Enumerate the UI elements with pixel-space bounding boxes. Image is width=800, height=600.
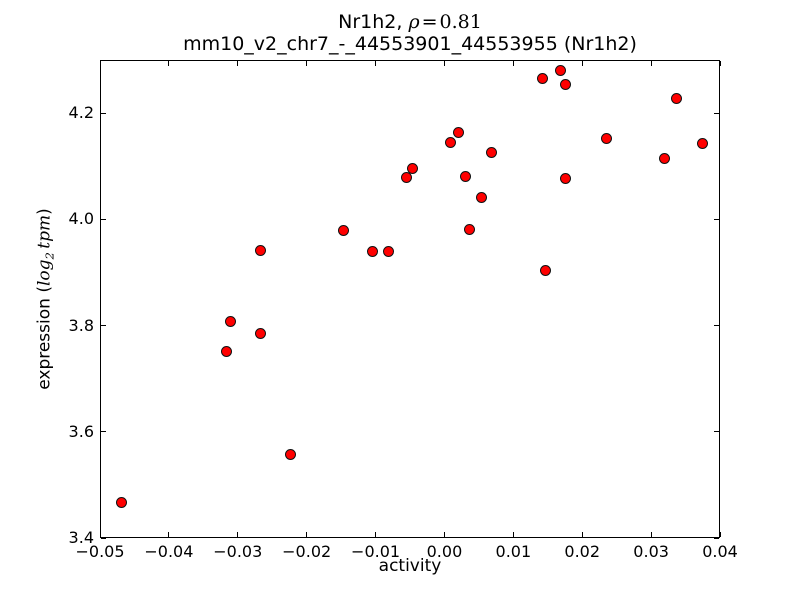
y-tick-mark-right xyxy=(714,218,719,220)
data-point xyxy=(285,449,297,461)
data-point xyxy=(463,224,475,236)
rho-value: 0.81 xyxy=(439,11,482,33)
data-point xyxy=(406,163,418,175)
y-tick-mark-right xyxy=(714,325,719,327)
x-tick-mark xyxy=(375,532,377,537)
data-point xyxy=(338,224,350,236)
y-tick-mark xyxy=(101,431,106,433)
x-tick-mark-top xyxy=(443,61,445,66)
y-tick-mark xyxy=(101,537,106,539)
x-axis-label: activity xyxy=(378,556,442,576)
y-axis-label-text: expression (log2 tpm) xyxy=(34,208,57,390)
equals-sign: = xyxy=(421,11,438,33)
y-tick-label: 3.8 xyxy=(68,315,94,335)
x-tick-label: −0.03 xyxy=(213,542,263,561)
x-tick-mark xyxy=(168,532,170,537)
y-tick-mark-right xyxy=(714,112,719,114)
data-point xyxy=(600,133,612,145)
data-point xyxy=(537,72,549,84)
data-point xyxy=(671,92,683,104)
x-tick-mark-top xyxy=(581,61,583,66)
x-tick-mark-top xyxy=(650,61,652,66)
title-gene-text: Nr1h2, xyxy=(338,11,409,33)
x-tick-mark-top xyxy=(306,61,308,66)
y-tick-mark xyxy=(101,112,106,114)
data-point xyxy=(220,346,232,358)
x-tick-label: 0.00 xyxy=(426,542,463,561)
rho-symbol: ρ xyxy=(408,11,420,33)
data-point xyxy=(476,192,488,204)
data-point xyxy=(559,79,571,91)
log-subscript: 2 xyxy=(42,252,57,260)
plot-area xyxy=(100,60,720,538)
data-point xyxy=(696,138,708,150)
data-point xyxy=(255,328,266,340)
x-tick-label: 0.02 xyxy=(564,542,601,561)
x-tick-mark-top xyxy=(375,61,377,66)
x-tick-mark-top xyxy=(168,61,170,66)
data-point xyxy=(559,172,571,184)
x-tick-label: 0.03 xyxy=(633,542,669,561)
y-tick-label: 3.4 xyxy=(68,528,94,547)
data-point xyxy=(445,136,457,148)
x-tick-mark xyxy=(306,532,308,537)
y-tick-label: 4.0 xyxy=(68,209,94,229)
x-tick-label: −0.04 xyxy=(144,542,194,561)
y-tick-mark-right xyxy=(714,431,719,433)
data-point xyxy=(401,172,413,184)
data-point xyxy=(367,245,379,257)
data-point xyxy=(659,152,671,164)
data-point xyxy=(255,244,266,256)
data-point xyxy=(453,126,465,138)
data-point xyxy=(383,246,395,258)
data-point xyxy=(555,64,567,76)
y-tick-mark xyxy=(101,218,106,220)
y-tick-mark-right xyxy=(714,537,719,539)
x-tick-mark-top xyxy=(99,61,101,66)
y-tick-label: 3.6 xyxy=(68,421,94,441)
x-tick-mark xyxy=(443,532,445,537)
x-tick-mark xyxy=(719,532,721,537)
chart-subtitle: mm10_v2_chr7_-_44553901_44553955 (Nr1h2) xyxy=(183,33,637,55)
x-tick-mark xyxy=(99,532,101,537)
x-tick-label: 0.01 xyxy=(495,542,532,561)
data-point xyxy=(225,316,237,328)
x-tick-mark xyxy=(512,532,514,537)
data-point xyxy=(540,265,552,277)
y-tick-mark xyxy=(101,325,106,327)
x-tick-mark xyxy=(581,532,583,537)
x-tick-mark xyxy=(237,532,239,537)
x-tick-mark xyxy=(650,532,652,537)
x-tick-label: −0.01 xyxy=(351,542,401,561)
x-tick-mark-top xyxy=(512,61,514,66)
x-tick-label: 0.04 xyxy=(702,542,738,561)
x-tick-label: −0.05 xyxy=(75,542,125,561)
data-point xyxy=(459,171,471,183)
x-tick-mark-top xyxy=(719,61,721,66)
data-point xyxy=(115,496,127,508)
y-tick-label: 4.2 xyxy=(68,103,94,123)
x-tick-label: −0.02 xyxy=(282,542,332,561)
data-point xyxy=(485,147,497,159)
chart-title: Nr1h2, ρ = 0.81 xyxy=(100,11,720,33)
x-tick-mark-top xyxy=(237,61,239,66)
